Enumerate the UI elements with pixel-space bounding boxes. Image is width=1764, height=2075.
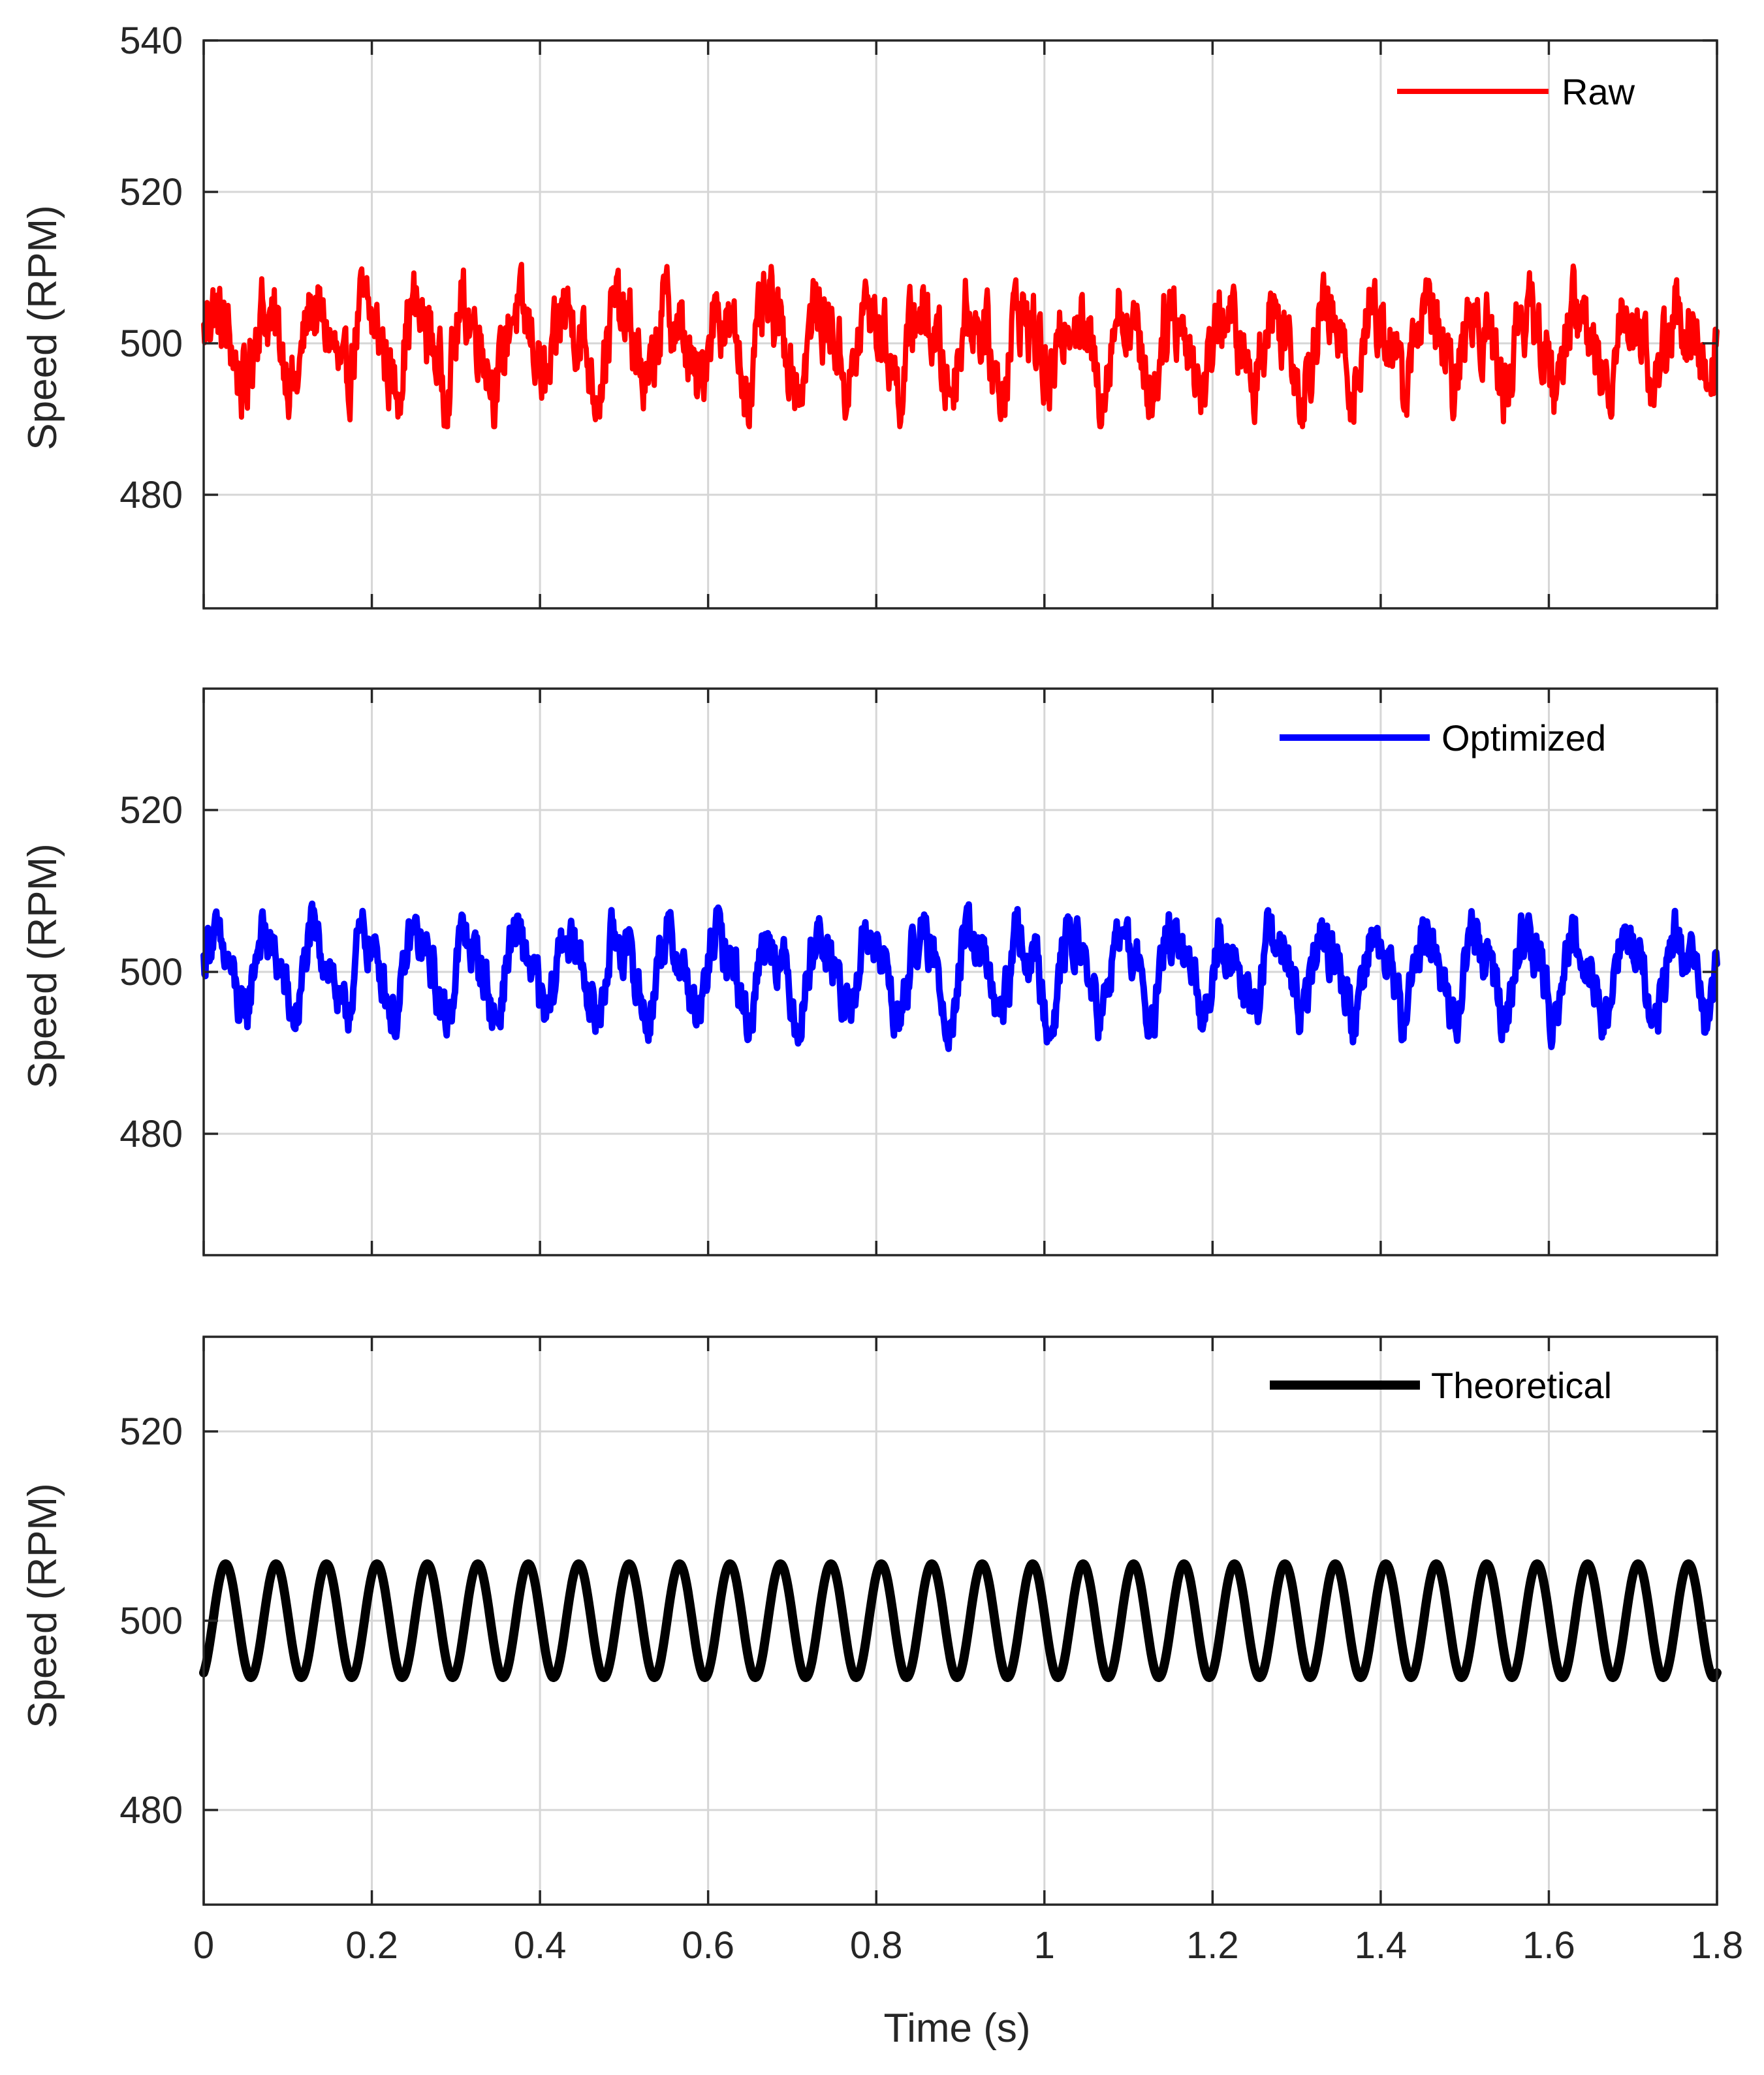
y-tick-label: 480 xyxy=(119,1113,183,1155)
x-tick-label: 1.6 xyxy=(1522,1924,1575,1967)
raw-speed-panel: Speed (RPM) 480 500 520 540 Raw xyxy=(20,20,1720,610)
panel-3-ylabel: Speed (RPM) xyxy=(20,1483,65,1728)
legend-label-optimized: Optimized xyxy=(1441,717,1606,758)
x-tick-label: 0.2 xyxy=(345,1924,398,1967)
y-tick-label: 480 xyxy=(119,1789,183,1832)
series-line-optimized xyxy=(200,900,1720,1052)
panel-1-ylabel: Speed (RPM) xyxy=(20,205,65,450)
x-tick-label: 1 xyxy=(1034,1924,1055,1967)
legend-label-raw: Raw xyxy=(1562,71,1635,112)
y-tick-label: 540 xyxy=(119,20,183,62)
y-tick-label: 520 xyxy=(119,1411,183,1453)
y-tick-label: 500 xyxy=(119,322,183,365)
x-tick-label: 1.2 xyxy=(1186,1924,1239,1967)
panel-2-ylabel: Speed (RPM) xyxy=(20,843,65,1089)
legend-label-theoretical: Theoretical xyxy=(1431,1365,1612,1406)
x-tick-label: 1.8 xyxy=(1691,1924,1744,1967)
x-tick-label: 1.4 xyxy=(1355,1924,1408,1967)
series-line-theoretical xyxy=(199,1559,1722,1682)
x-tick-label: 0.8 xyxy=(850,1924,903,1967)
y-tick-label: 500 xyxy=(119,1600,183,1642)
theoretical-speed-panel: Speed (RPM) Time (s) 480 500 520 0 0.2 0.4 0.6… xyxy=(20,1335,1744,2051)
x-axis-label: Time (s) xyxy=(884,2006,1031,2051)
y-tick-label: 520 xyxy=(119,789,183,832)
series-line-raw xyxy=(201,262,1720,429)
x-tick-label: 0.4 xyxy=(514,1924,567,1967)
x-tick-label: 0 xyxy=(193,1924,214,1967)
optimized-speed-panel: Speed (RPM) 480 500 520 Optimized xyxy=(20,687,1720,1256)
x-tick-label: 0.6 xyxy=(682,1924,734,1967)
y-tick-label: 520 xyxy=(119,171,183,213)
axes-frame xyxy=(202,39,1718,610)
y-tick-label: 480 xyxy=(119,474,183,516)
y-tick-label: 500 xyxy=(119,951,183,993)
